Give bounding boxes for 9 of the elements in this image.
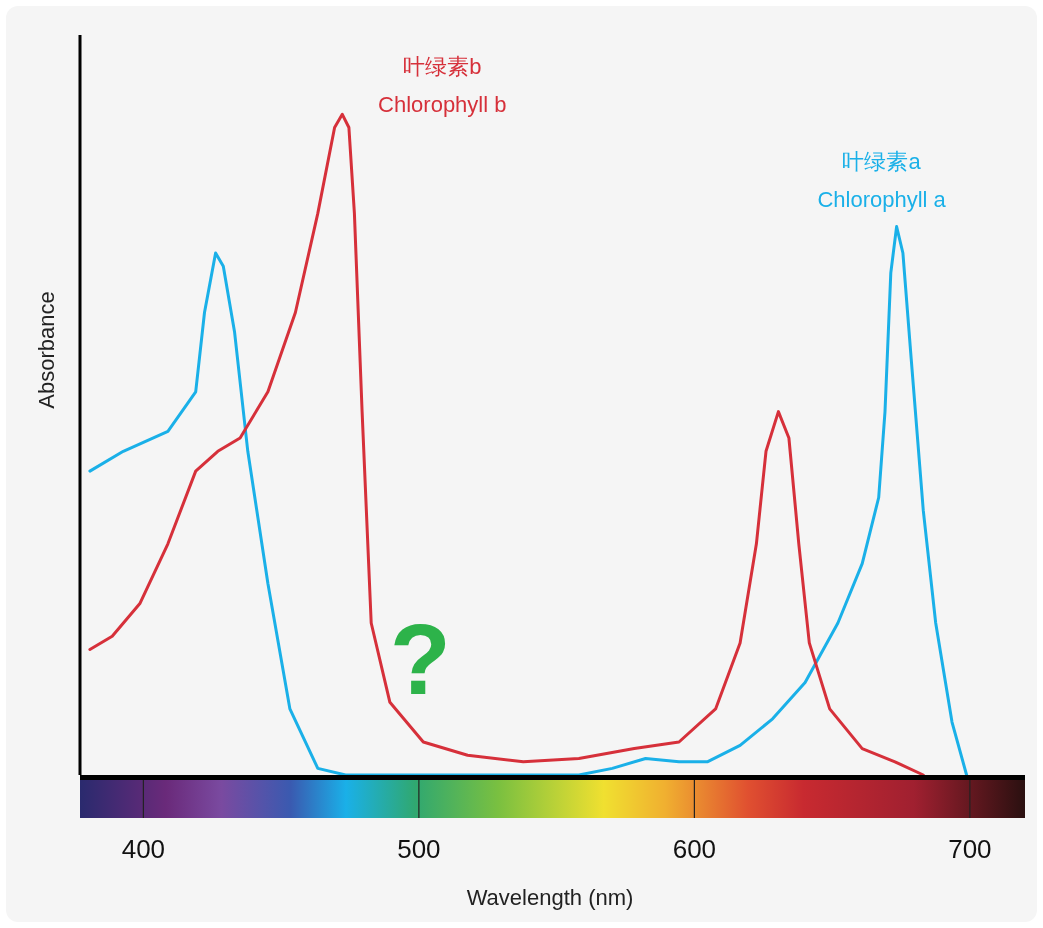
x-tick-label: 700 bbox=[948, 834, 992, 864]
text: 叶绿素a Chlorophyll a bbox=[817, 148, 947, 212]
annotation: ? bbox=[389, 602, 451, 715]
x-tick-label: 600 bbox=[672, 834, 717, 864]
x-axis-title: Wavelength (nm) bbox=[466, 885, 634, 910]
y-axis-title: Absorbance bbox=[34, 291, 59, 409]
x-tick-label: 500 bbox=[397, 834, 441, 864]
series-label: 叶绿素b Chlorophyll b bbox=[378, 54, 507, 118]
x-tick-label: 400 bbox=[121, 834, 166, 864]
